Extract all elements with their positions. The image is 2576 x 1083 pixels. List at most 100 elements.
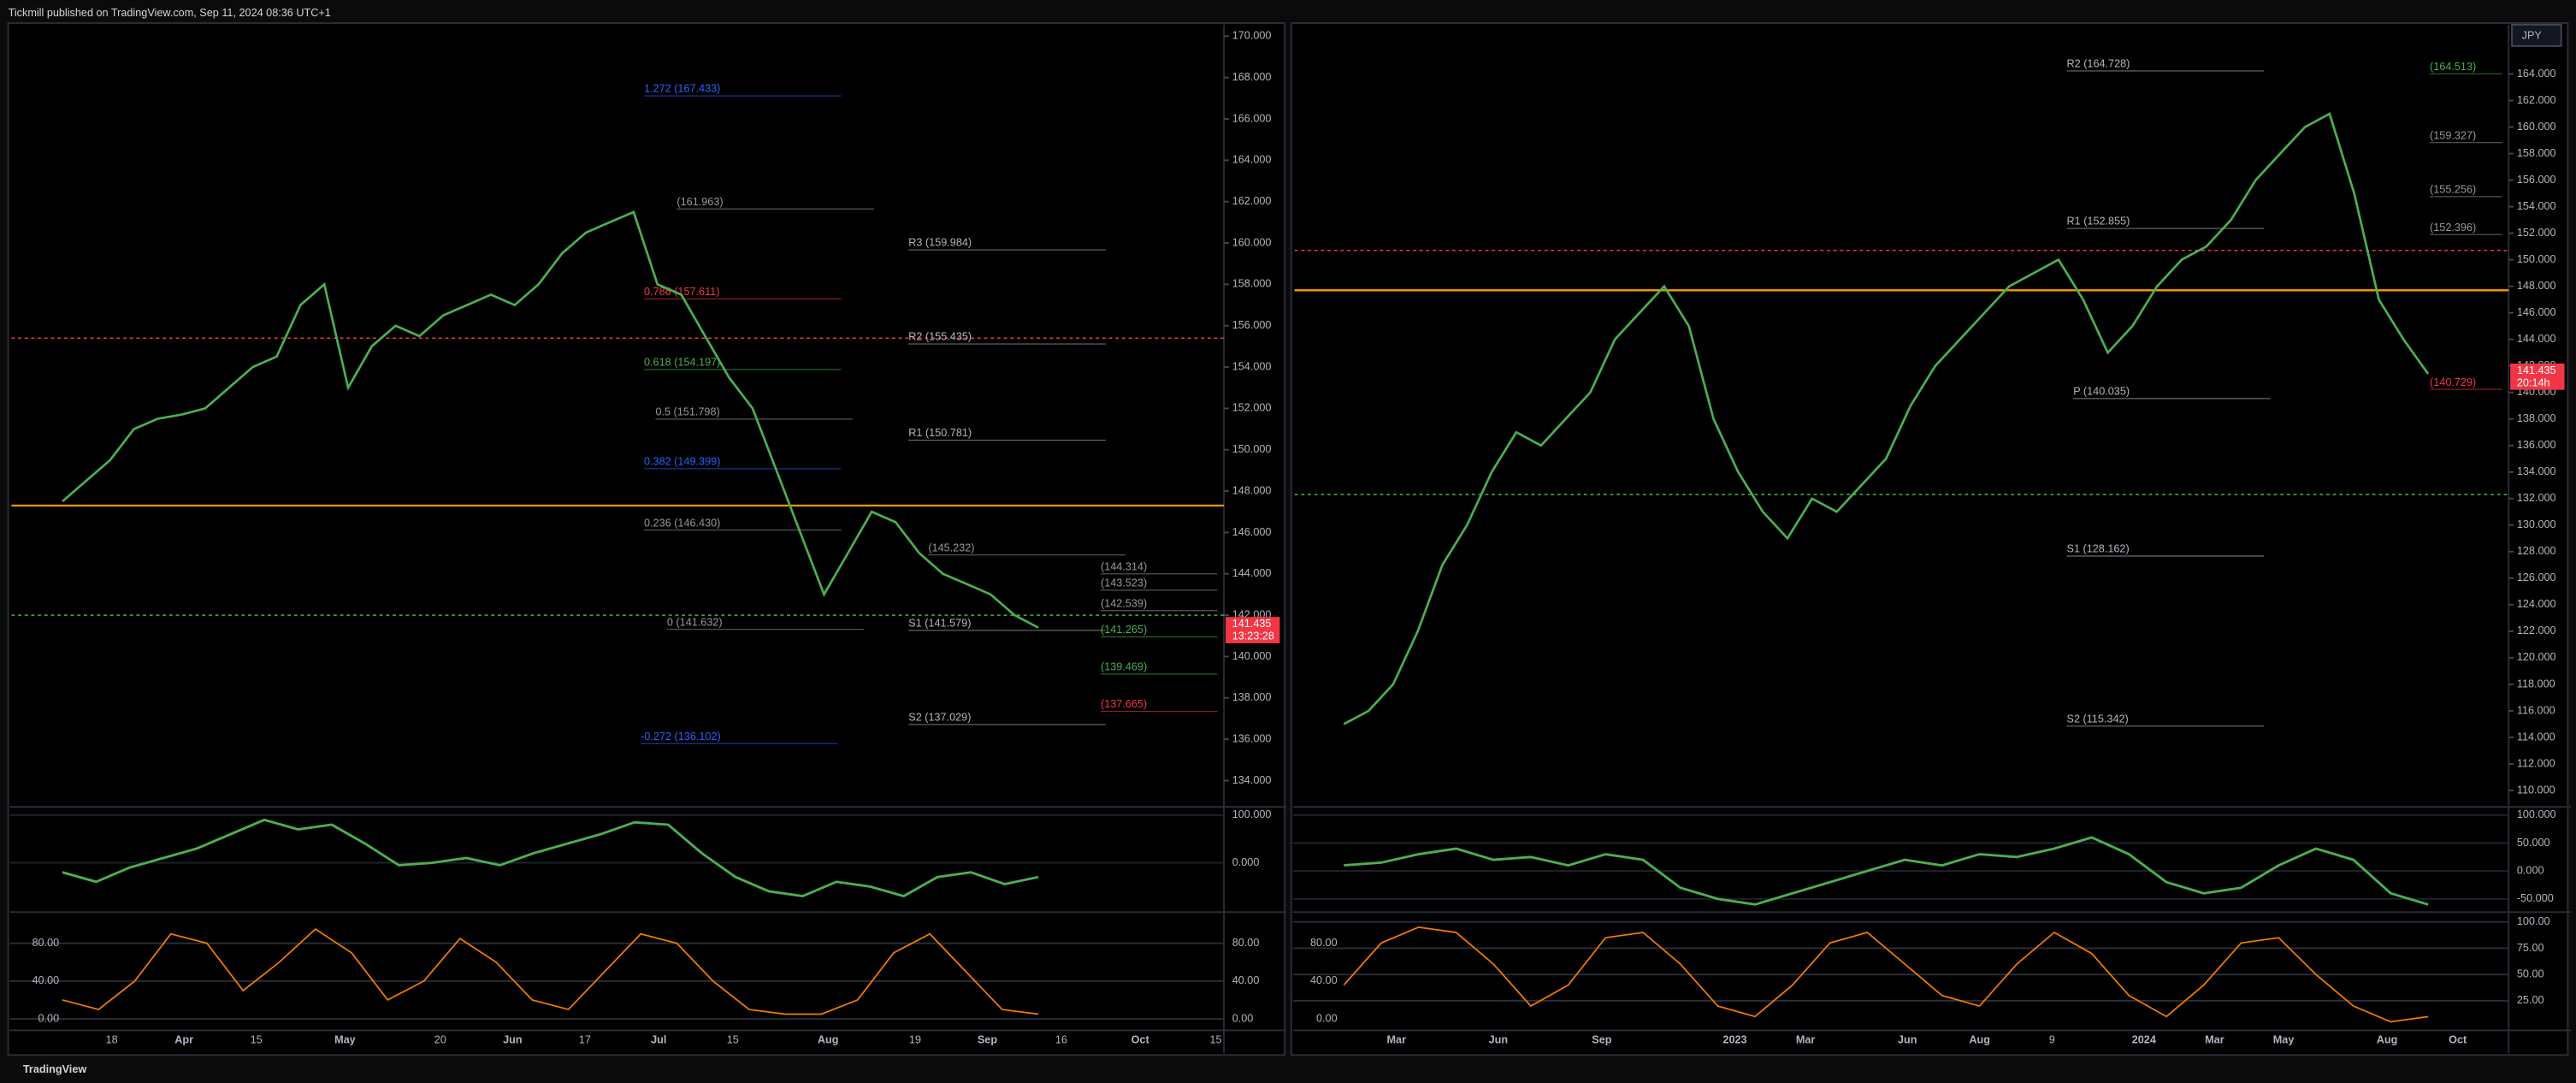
- level-label: 0.5 (151.798): [655, 406, 719, 418]
- price-tick-label: 114.000: [2517, 731, 2555, 743]
- date-label: 20: [434, 1033, 446, 1045]
- date-label: 15: [727, 1033, 739, 1045]
- date-label: 15: [1209, 1033, 1221, 1045]
- price-tick-label: 146.000: [1232, 526, 1272, 538]
- date-label: 17: [579, 1033, 591, 1045]
- stoch-tick-label: 80.00: [1232, 937, 1260, 949]
- level-label: (164.513): [2430, 61, 2476, 73]
- date-label: 15: [251, 1033, 263, 1045]
- date-label: 19: [909, 1033, 921, 1045]
- last-price-label: 141.435: [2517, 364, 2556, 376]
- level-label: S2 (115.342): [2067, 713, 2129, 725]
- price-tick-label: 132.000: [2517, 492, 2556, 504]
- price-tick-label: 140.000: [1232, 650, 1272, 662]
- date-label: 16: [1055, 1033, 1067, 1045]
- panel-left: [7, 21, 1286, 1056]
- date-label: Mar: [2205, 1033, 2224, 1045]
- osc-tick-label: 0.000: [1232, 856, 1260, 868]
- date-label: Jun: [503, 1033, 523, 1045]
- price-tick-label: 144.000: [1232, 567, 1272, 579]
- level-label: (144.314): [1101, 561, 1147, 573]
- osc-tick-label: 50.000: [2517, 837, 2550, 849]
- price-tick-label: 164.000: [1232, 154, 1272, 166]
- level-label: 0.382 (149.399): [644, 456, 720, 468]
- price-tick-label: 138.000: [2517, 412, 2556, 424]
- stoch-tick-label-left: 0.00: [38, 1012, 60, 1024]
- date-label: 2023: [1722, 1033, 1746, 1045]
- price-tick-label: 160.000: [2517, 121, 2556, 133]
- price-tick-label: 168.000: [1232, 71, 1272, 83]
- last-price-label: 141.435: [1232, 618, 1272, 630]
- stoch-tick-label-left: 40.00: [32, 974, 59, 986]
- date-label: Sep: [1592, 1033, 1611, 1045]
- level-label: 0 (141.632): [667, 616, 723, 628]
- currency-label: JPY: [2522, 30, 2543, 42]
- level-label: (139.469): [1101, 661, 1147, 673]
- price-tick-label: 164.000: [2517, 68, 2556, 80]
- level-label: 0.786 (157.611): [644, 286, 719, 298]
- stoch-tick-label: 75.00: [2517, 942, 2544, 954]
- stoch-tick-label: 0.00: [1232, 1012, 1254, 1024]
- price-tick-label: 160.000: [1232, 236, 1272, 248]
- price-tick-label: 128.000: [2517, 545, 2556, 557]
- level-label: P (140.035): [2073, 386, 2130, 398]
- currency-button[interactable]: [2511, 23, 2562, 47]
- osc-tick-label: 100.000: [1232, 808, 1272, 820]
- price-tick-label: 138.000: [1232, 691, 1272, 703]
- countdown-label: 20:14h: [2517, 376, 2550, 388]
- price-tick-label: 158.000: [1232, 278, 1272, 290]
- level-label: (145.232): [928, 542, 974, 553]
- osc-tick-label: 100.000: [2517, 808, 2556, 820]
- date-label: Mar: [1796, 1033, 1816, 1045]
- price-tick-label: 124.000: [2517, 598, 2556, 610]
- level-label: R2 (155.435): [908, 331, 972, 343]
- last-price-tag: [2510, 363, 2565, 390]
- date-label: Sep: [978, 1033, 997, 1045]
- date-label: Jun: [1489, 1033, 1509, 1045]
- price-tick-label: 130.000: [2517, 518, 2556, 530]
- date-label: Oct: [1131, 1033, 1150, 1045]
- price-tick-label: 154.000: [1232, 360, 1272, 372]
- header: Tickmill published on TradingView.com, S…: [9, 7, 331, 19]
- oscillator-line: [1344, 836, 2429, 906]
- level-label: (152.396): [2430, 222, 2476, 234]
- stoch-tick-label: 40.00: [1232, 974, 1260, 986]
- stochastic-line: [62, 928, 1039, 1015]
- price-tick-label: 154.000: [2517, 200, 2556, 212]
- price-tick-label: 156.000: [2517, 174, 2556, 186]
- level-label: (141.265): [1101, 624, 1147, 636]
- date-label: Jun: [1898, 1033, 1917, 1045]
- level-label: (161.963): [676, 196, 723, 208]
- price-tick-label: 134.000: [2517, 465, 2556, 477]
- countdown-label: 13:23:28: [1232, 630, 1274, 642]
- date-label: Jul: [651, 1033, 666, 1045]
- level-label: (143.523): [1101, 577, 1147, 589]
- date-label: Aug: [2377, 1033, 2398, 1045]
- date-label: 9: [2049, 1033, 2055, 1045]
- level-label: 1.272 (167.433): [644, 83, 720, 95]
- price-tick-label: 170.000: [1232, 30, 1272, 42]
- level-label: (159.327): [2430, 129, 2476, 141]
- price-tick-label: 112.000: [2517, 757, 2555, 769]
- osc-tick-label: -50.000: [2517, 892, 2554, 904]
- panel-right: [1290, 21, 2569, 1056]
- price-tick-label: 150.000: [1232, 443, 1272, 455]
- price-line: [62, 210, 1039, 629]
- price-tick-label: 148.000: [1232, 484, 1272, 496]
- price-tick-label: 144.000: [2517, 333, 2556, 345]
- stoch-tick-label-left: 80.00: [32, 937, 59, 949]
- stoch-tick-label-left: 0.00: [1316, 1012, 1338, 1024]
- oscillator-line: [62, 818, 1039, 898]
- price-tick-label: 152.000: [2517, 227, 2556, 239]
- price-tick-label: 122.000: [2517, 624, 2556, 636]
- footer-logo: TradingView: [23, 1063, 86, 1075]
- date-label: Aug: [1969, 1033, 1990, 1045]
- date-label: Oct: [2449, 1033, 2467, 1045]
- level-label: S2 (137.029): [908, 712, 971, 724]
- date-label: May: [334, 1033, 356, 1045]
- price-tick-label: 156.000: [1232, 319, 1272, 331]
- price-tick-label: 110.000: [2517, 784, 2555, 796]
- date-label: 2024: [2132, 1033, 2156, 1045]
- price-tick-label: 134.000: [1232, 774, 1272, 786]
